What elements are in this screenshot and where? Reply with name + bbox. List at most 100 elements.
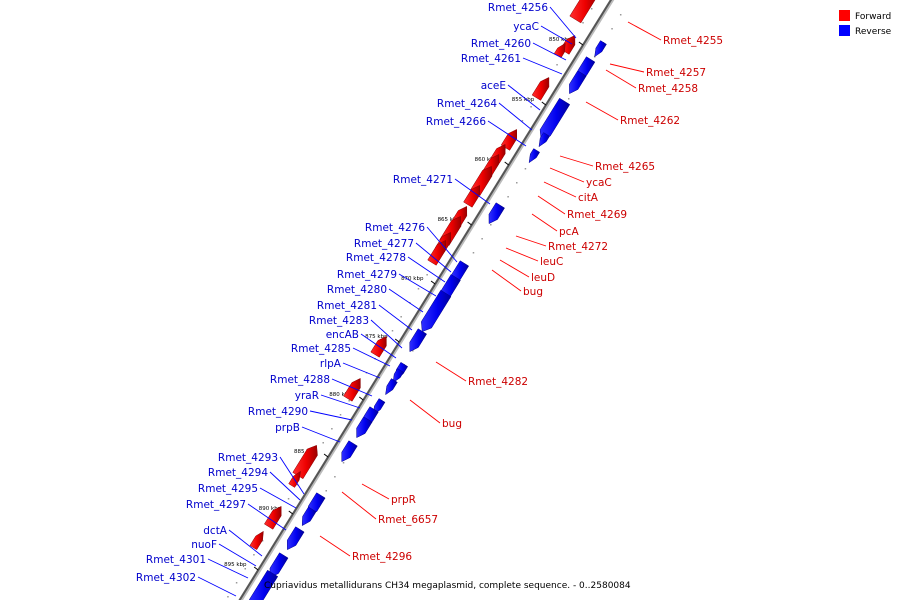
track-dot: [472, 252, 475, 254]
reverse-gene: [341, 440, 358, 462]
reverse-gene: [392, 368, 404, 383]
reverse-gene-label: Rmet_4288: [270, 374, 330, 386]
track-dot: [530, 106, 532, 108]
tick-mark: [323, 453, 329, 458]
reverse-leader: [487, 120, 527, 147]
reverse-leader: [207, 558, 249, 579]
forward-leader: [319, 535, 351, 557]
reverse-leader: [454, 178, 491, 205]
reverse-gene: [528, 148, 540, 163]
track-dot: [253, 554, 255, 556]
reverse-gene-label: Rmet_4277: [354, 238, 414, 250]
forward-leader: [505, 247, 539, 262]
forward-gene-label: prpR: [391, 494, 416, 506]
track-dot: [334, 476, 336, 478]
tick-mark: [394, 338, 400, 343]
reverse-leader: [522, 57, 563, 75]
track-dot: [590, 8, 593, 10]
legend: Forward Reverse: [839, 10, 892, 37]
track-dot: [322, 442, 324, 444]
reverse-leader: [532, 42, 567, 61]
reverse-leader: [279, 456, 305, 495]
tick-label: 875 kbp: [365, 334, 388, 340]
reverse-gene-label: Rmet_4302: [136, 572, 196, 584]
track-dot: [325, 490, 327, 492]
reverse-gene-label: Rmet_4278: [346, 252, 406, 264]
track-dot: [481, 238, 483, 240]
reverse-gene-label: Rmet_4297: [186, 499, 246, 511]
forward-gene-label: Rmet_6657: [378, 514, 438, 526]
forward-leader: [499, 259, 530, 278]
reverse-gene-label: Rmet_4280: [327, 284, 387, 296]
track-dot: [342, 462, 345, 464]
track-dot: [261, 540, 264, 542]
reverse-gene: [409, 328, 427, 352]
reverse-gene-label: Rmet_4285: [291, 343, 351, 355]
reverse-leader: [352, 347, 391, 367]
map-caption: Cupriavidus metallidurans CH34 megaplasm…: [264, 581, 631, 591]
reverse-leader: [388, 288, 424, 313]
tick-label: 880 kbp: [329, 392, 352, 398]
reverse-gene: [538, 132, 550, 147]
forward-gene-label: leuD: [531, 272, 555, 284]
forward-gene-label: ycaC: [586, 177, 612, 189]
forward-gene-label: bug: [442, 418, 462, 430]
reverse-leader: [370, 319, 403, 349]
track-dot: [400, 316, 402, 318]
tick-mark: [578, 41, 584, 46]
track-dot: [516, 182, 518, 184]
reverse-gene-label: Rmet_4283: [309, 315, 369, 327]
track-dot: [567, 98, 570, 100]
reverse-gene: [488, 202, 505, 224]
reverse-leader: [415, 242, 452, 273]
reverse-gene: [248, 569, 279, 600]
forward-leader: [549, 167, 585, 183]
reverse-gene-label: Rmet_4290: [248, 406, 308, 418]
track-dot: [426, 274, 428, 276]
forward-gene-label: Rmet_4257: [646, 67, 706, 79]
forward-gene-label: Rmet_4258: [638, 83, 698, 95]
forward-leader: [515, 235, 547, 247]
tick-mark: [467, 221, 472, 226]
reverse-leader: [247, 503, 287, 531]
reverse-gene-label: dctA: [203, 525, 228, 537]
track-dot: [391, 330, 394, 332]
forward-gene-label: Rmet_4296: [352, 551, 412, 563]
reverse-gene: [421, 289, 452, 332]
reverse-gene-label: Rmet_4294: [208, 467, 268, 479]
forward-leader: [361, 483, 390, 500]
reverse-gene: [287, 526, 305, 550]
track-dot: [412, 350, 414, 352]
forward-leader: [559, 155, 594, 167]
reverse-gene-label: rlpA: [320, 358, 342, 370]
reverse-gene-label: ycaC: [513, 21, 539, 33]
forward-gene: [264, 506, 282, 530]
reverse-leader: [342, 362, 381, 379]
reverse-leader: [197, 576, 237, 597]
gene-layer: [248, 0, 607, 600]
reverse-gene-label: Rmet_4281: [317, 300, 377, 312]
reverse-leader: [269, 471, 301, 501]
reverse-gene: [301, 506, 317, 526]
reverse-leader: [398, 273, 437, 297]
forward-leader: [341, 491, 377, 520]
reverse-gene: [594, 40, 607, 57]
forward-gene: [292, 445, 318, 479]
tick-mark: [253, 566, 259, 571]
tick-mark: [541, 101, 547, 106]
forward-gene-label: citA: [578, 192, 599, 204]
reverse-gene-label: yraR: [295, 390, 319, 402]
backbone: [238, 0, 613, 600]
forward-leader: [585, 101, 619, 121]
reverse-gene: [356, 416, 373, 438]
reverse-gene-label: Rmet_4256: [488, 2, 548, 14]
track-dot: [339, 414, 342, 416]
track-dot: [611, 28, 613, 30]
track-dot: [521, 120, 524, 122]
reverse-gene-label: Rmet_4293: [218, 452, 278, 464]
forward-gene: [249, 531, 264, 550]
track-dot: [490, 224, 492, 226]
tick-label: 895 kbp: [224, 562, 247, 568]
reverse-leader: [331, 378, 373, 397]
